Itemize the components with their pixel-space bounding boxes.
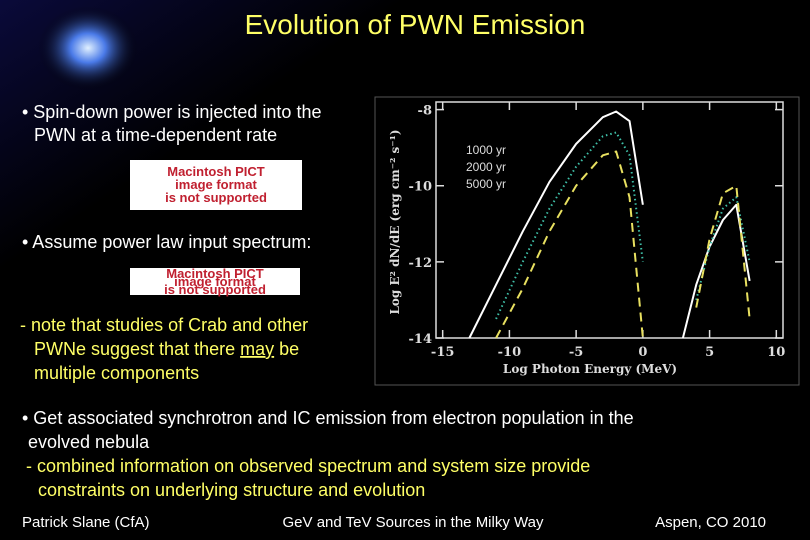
note-part: be [274, 339, 299, 359]
y-axis-label: Log E² dN/dE (erg cm⁻² s⁻¹) [388, 129, 402, 314]
bullet: • Assume power law input spectrum: [22, 232, 311, 252]
footer-event: GeV and TeV Sources in the Milky Way [283, 514, 544, 531]
pict-text: Macintosh PICT [166, 266, 264, 281]
note: multiple components [34, 363, 199, 383]
sub-bullet: constraints on underlying structure and … [38, 480, 425, 500]
series-line [468, 110, 751, 339]
pict-text: image format [175, 177, 257, 192]
x-tick-label: -5 [569, 345, 583, 360]
bullet-cont: PWN at a time-dependent rate [34, 125, 277, 145]
pict-text: is not supported [165, 190, 267, 205]
slide-title: Evolution of PWN Emission [245, 9, 586, 40]
pict-text: image format [174, 274, 256, 289]
y-tick-label: -14 [409, 332, 433, 347]
x-tick-label: 0 [638, 345, 647, 360]
legend-entry: 2000 yr [466, 160, 506, 174]
note: PWNe suggest that there may be [34, 339, 299, 359]
series-line [495, 150, 751, 339]
sub-bullet: - combined information on observed spect… [26, 456, 590, 476]
bullet-cont: evolved nebula [28, 432, 150, 452]
x-tick-label: 5 [705, 345, 714, 360]
footer-place: Aspen, CO 2010 [655, 514, 766, 531]
x-tick-label: -15 [431, 345, 455, 360]
bullet: • Get associated synchrotron and IC emis… [22, 408, 634, 428]
chart-frame [374, 96, 800, 386]
x-axis-label: Log Photon Energy (MeV) [503, 362, 677, 376]
pict-placeholder [130, 160, 302, 210]
series-line [495, 131, 751, 320]
chart: -15 -10 -5 0 5 10 -8 -10 -12 -14 Log Photon Energy… [374, 96, 800, 386]
plot-frame [435, 101, 784, 339]
note: - note that studies of Crab and other [20, 315, 308, 335]
y-tick-label: -8 [418, 104, 432, 119]
legend-entry: 1000 yr [466, 143, 506, 157]
pict-placeholder [130, 268, 300, 295]
y-tick-label: -10 [409, 180, 433, 195]
note-emphasis: may [240, 339, 274, 359]
bullet: • Spin-down power is injected into the [22, 102, 321, 122]
crab-image [38, 6, 138, 90]
legend-entry: 5000 yr [466, 177, 506, 191]
pict-text: Macintosh PICT [167, 164, 265, 179]
y-tick-label: -12 [409, 256, 433, 271]
x-tick-label: 10 [767, 345, 785, 360]
footer-author: Patrick Slane (CfA) [22, 514, 150, 531]
x-tick-label: -10 [498, 345, 522, 360]
note-part: PWNe suggest that there [34, 339, 240, 359]
pict-text: is not supported [164, 282, 266, 297]
